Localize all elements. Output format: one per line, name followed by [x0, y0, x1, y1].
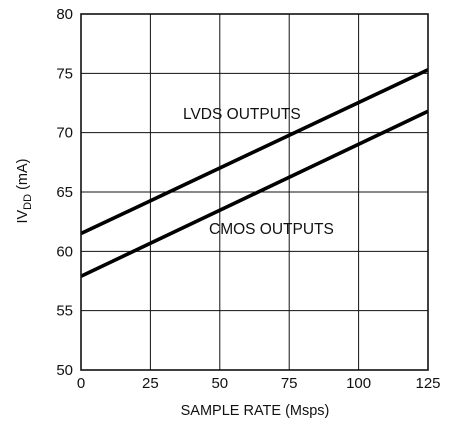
y-tick-label: 70 [56, 125, 73, 142]
y-tick-label: 55 [56, 303, 73, 320]
y-axis-title-unit: (mA) [15, 158, 31, 193]
x-tick-label: 100 [346, 375, 371, 392]
x-tick-label: 25 [142, 375, 159, 392]
x-tick-labels: 0 25 50 75 100 125 [77, 375, 441, 392]
x-tick-label: 125 [415, 375, 440, 392]
x-axis-title: SAMPLE RATE (Msps) [181, 403, 330, 419]
x-tick-label: 0 [77, 375, 85, 392]
y-axis-title-main: IV [15, 209, 31, 223]
y-axis-title: IVDD (mA) [15, 158, 34, 223]
series-label-lvds: LVDS OUTPUTS [183, 106, 301, 123]
y-tick-label: 65 [56, 184, 73, 201]
series-lines [80, 68, 429, 278]
x-tick-label: 50 [211, 375, 228, 392]
y-tick-label: 60 [56, 243, 73, 260]
y-tick-labels: 50 55 60 65 70 75 80 [56, 6, 73, 379]
grid [81, 14, 428, 370]
series-line-cmos [80, 109, 429, 278]
series-line-lvds [80, 68, 429, 236]
y-tick-label: 75 [56, 65, 73, 82]
y-tick-label: 80 [56, 6, 73, 23]
plot-frame [80, 13, 429, 371]
series-label-cmos: CMOS OUTPUTS [209, 221, 334, 238]
y-tick-label: 50 [56, 362, 73, 379]
y-axis-title-subscript: DD [22, 194, 34, 210]
x-tick-label: 75 [281, 375, 298, 392]
